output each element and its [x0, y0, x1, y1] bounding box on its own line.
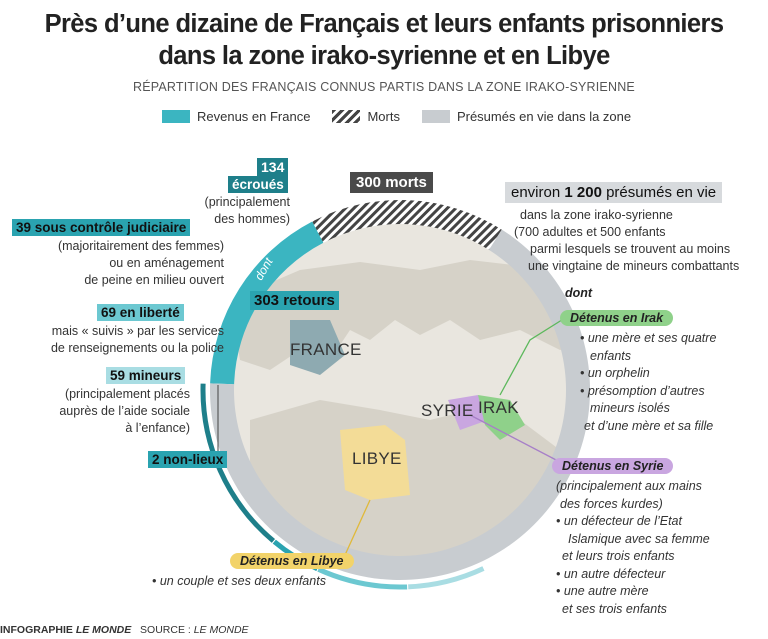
liberte-note: mais « suivis » par les services de rens… — [0, 323, 224, 357]
irak-item-2: enfants — [590, 348, 632, 363]
syrie-item-2: des forces kurdes) — [560, 496, 663, 511]
detenus-irak-badge: Détenus en Irak — [560, 310, 674, 326]
legend-returned-label: Revenus en France — [197, 109, 311, 124]
legend: Revenus en France Morts Présumés en vie … — [162, 109, 653, 124]
legend-dead-label: Morts — [367, 109, 400, 124]
mineurs-label: 59 mineurs — [106, 367, 186, 384]
detenus-libye-badge: Détenus en Libye — [230, 553, 354, 569]
non-lieux-label: 2 non-lieux — [148, 451, 228, 468]
map-land — [232, 260, 568, 558]
irak-item-4: • présomption d’autres — [580, 383, 705, 398]
vivants-note-2: (700 adultes et 500 enfants — [514, 225, 666, 239]
libye-item-1: • un couple et ses deux enfants — [152, 574, 326, 588]
syrie-item-7: • une autre mère — [556, 584, 649, 598]
legend-teal-swatch — [162, 110, 190, 123]
syrie-item-6: • un autre défecteur — [556, 566, 666, 581]
detenus-irak-list: • une mère et ses quatre enfants • un or… — [580, 330, 716, 435]
irak-shape — [478, 395, 525, 440]
irak-item-6: et d’une mère et sa fille — [584, 418, 714, 433]
subtitle: RÉPARTITION DES FRANÇAIS CONNUS PARTIS D… — [133, 80, 635, 94]
legend-hatch-swatch — [332, 110, 361, 123]
vivants-label: environ 1 200 présumés en vie — [505, 182, 723, 203]
vivants-num: 1 200 — [564, 184, 602, 201]
judiciaire-note-line-1: (majoritairement des femmes) — [57, 239, 224, 253]
syrie-item-4: Islamique avec sa femme — [568, 531, 710, 546]
detenus-syrie-list: (principalement aux mains des forces kur… — [556, 478, 710, 618]
france-label: FRANCE — [290, 340, 362, 359]
vivants-post: présumés en vie — [601, 184, 717, 201]
syrie-item-3: • un défecteur de l’Etat — [556, 514, 682, 528]
morts-label: 300 morts — [350, 172, 433, 193]
ecroues-label: écroués — [228, 176, 288, 193]
ecroues-note-line-2: des hommes) — [214, 212, 290, 226]
syrie-item-1: (principalement aux mains — [556, 479, 702, 493]
irak-item-5: mineurs isolés — [590, 401, 670, 415]
ring-chart — [209, 200, 590, 580]
legend-grey-swatch — [421, 110, 450, 123]
vivants-note-1: dans la zone irako-syrienne — [520, 208, 673, 222]
ecroues-note: (principalement des hommes) — [190, 194, 290, 228]
ecroues-number: 134 — [257, 158, 289, 176]
legend-dead: Morts — [332, 109, 400, 124]
mineurs-note: (principalement placés auprès de l’aide … — [0, 386, 190, 437]
legend-alive-label: Présumés en vie dans la zone — [456, 109, 632, 124]
syrie-item-5: et leurs trois enfants — [562, 549, 675, 563]
liberte-note-line-2: de renseignements ou la police — [50, 341, 224, 355]
ring-segment-returned — [210, 221, 324, 385]
libye-label: LIBYE — [352, 449, 402, 468]
title-line-1: Près d’une dizaine de Français et leurs … — [44, 10, 724, 38]
dont-right: dont — [565, 286, 593, 300]
ring-segment-dead — [312, 200, 502, 250]
credit-pre: INFOGRAPHIE — [0, 624, 76, 636]
vivants-note-3: parmi lesquels se trouvent au moins — [530, 242, 731, 256]
detenus-syrie-badge: Détenus en Syrie — [552, 458, 674, 474]
syrie-callout-line — [469, 414, 561, 463]
liberte-note-line-1: mais « suivis » par les services — [51, 324, 224, 338]
irak-item-3: • un orphelin — [580, 366, 650, 380]
libye-shape — [340, 425, 410, 500]
syrie-item-8: et ses trois enfants — [562, 601, 667, 616]
vivants-pre: environ — [511, 184, 565, 201]
footer-credit: INFOGRAPHIE LE MONDE SOURCE : LE MONDE — [0, 624, 249, 636]
credit-brand: LE MONDE — [75, 624, 132, 636]
mineurs-note-line-2: auprès de l’aide sociale — [59, 404, 190, 418]
irak-item-1: • une mère et ses quatre — [580, 331, 717, 345]
irak-callout-line — [499, 317, 566, 396]
title-line-2: dans la zone irako-syrienne et en Libye — [158, 42, 610, 70]
page-title: Près d’une dizaine de Français et leurs … — [0, 8, 768, 72]
breakdown-arc-5 — [482, 563, 489, 572]
vivants-note-4: une vingtaine de mineurs combattants — [528, 259, 740, 273]
irak-label: IRAK — [478, 398, 519, 417]
retours-text: 303 retours — [254, 292, 335, 309]
retours-label: 303 retours — [250, 291, 339, 310]
judiciaire-note-line-2: ou en aménagement — [109, 256, 224, 270]
legend-alive: Présumés en vie dans la zone — [421, 109, 632, 124]
liberte-label: 69 en liberté — [97, 304, 184, 321]
mineurs-note-line-1: (principalement placés — [64, 387, 190, 401]
ecroues-note-line-1: (principalement — [204, 195, 290, 209]
judiciaire-note-line-3: de peine en milieu ouvert — [84, 273, 224, 287]
france-shape — [290, 320, 345, 375]
judiciaire-label: 39 sous contrôle judiciaire — [12, 219, 191, 236]
judiciaire-note: (majoritairement des femmes) ou en aména… — [0, 238, 224, 289]
syrie-shape — [448, 395, 488, 430]
legend-returned: Revenus en France — [162, 109, 310, 124]
syrie-label: SYRIE — [421, 401, 474, 420]
source-pre: SOURCE : — [140, 624, 194, 636]
mineurs-note-line-3: à l’enfance) — [125, 421, 190, 435]
source-brand: LE MONDE — [193, 624, 249, 636]
